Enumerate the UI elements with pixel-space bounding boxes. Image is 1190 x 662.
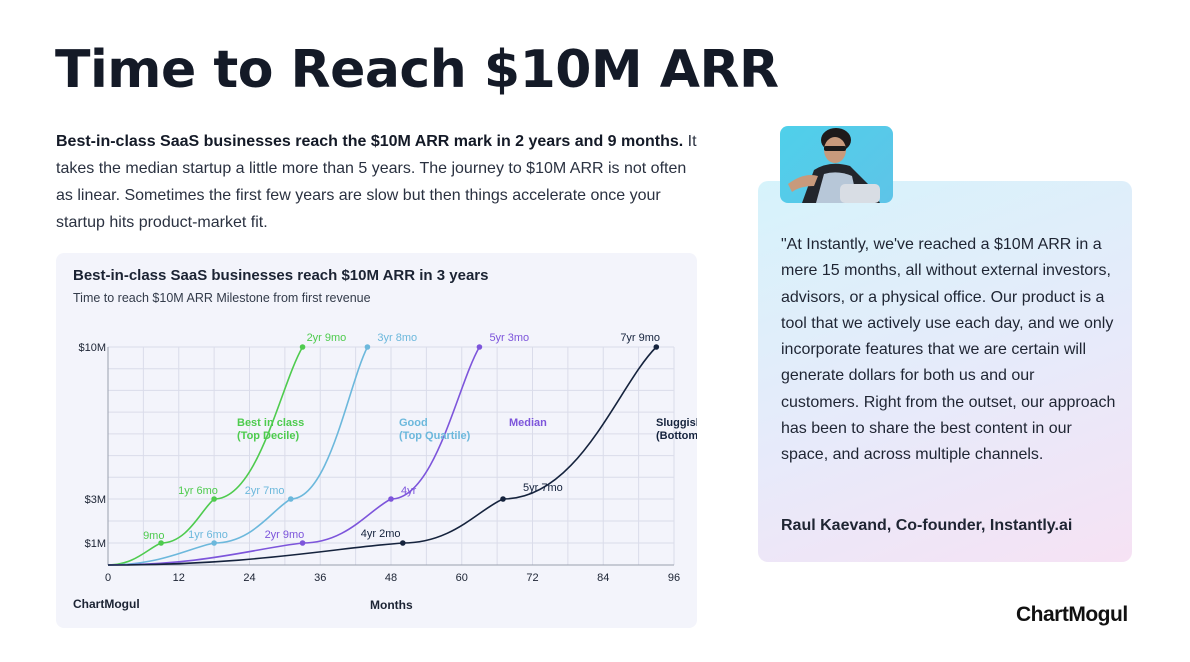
milestone-label: 3yr 8mo (377, 332, 417, 344)
chart-labels: 9mo 1yr 6mo 2yr 9mo Best in class(Top Decil… (143, 332, 697, 542)
milestone-point (211, 496, 217, 502)
page-title: Time to Reach $10M ARR (55, 40, 779, 100)
milestone-label: 2yr 9mo (307, 332, 347, 344)
x-tick-label: 84 (597, 572, 609, 584)
quote-card (758, 181, 1132, 562)
milestone-point (287, 496, 294, 502)
series-line-1 (107, 346, 369, 566)
x-tick-label: 96 (668, 572, 680, 584)
series-line-2 (107, 346, 481, 566)
series-name-label-line2: (Top Quartile) (399, 430, 471, 442)
y-tick-label: $1M (85, 538, 106, 550)
milestone-label: 7yr 9mo (620, 332, 660, 344)
quote-author: Raul Kaevand, Co-founder, Instantly.ai (781, 517, 1073, 534)
series-name-label: Median (509, 417, 547, 429)
milestone-label: 1yr 6mo (178, 485, 218, 497)
arr-line-chart: 0 12 24 36 48 60 72 84 96 $1M $3M $10M 9mo 1yr 6mo 2y… (78, 332, 697, 584)
series-name-label-line2: (Bottom Quartile) (656, 430, 697, 442)
x-tick-label: 36 (314, 572, 326, 584)
chartmogul-logo: ChartMogul (1016, 603, 1128, 626)
milestone-label: 4yr (401, 485, 417, 497)
chart-axes: 0 12 24 36 48 60 72 84 96 $1M $3M $10M (78, 342, 680, 584)
x-tick-label: 60 (456, 572, 468, 584)
intro-paragraph: Best-in-class SaaS businesses reach the … (56, 128, 706, 236)
series-line-0 (107, 346, 304, 566)
milestone-point (364, 344, 371, 350)
x-tick-label: 0 (105, 572, 111, 584)
x-tick-label: 48 (385, 572, 397, 584)
avatar (780, 126, 893, 203)
milestone-point (653, 344, 660, 350)
milestone-label: 5yr 7mo (523, 482, 563, 494)
milestone-label: 1yr 6mo (188, 529, 228, 541)
chart-card: 0 12 24 36 48 60 72 84 96 $1M $3M $10M 9mo 1yr 6mo 2y… (56, 253, 697, 628)
chart-brand-logo: ChartMogul (73, 597, 140, 611)
series-name-label: Sluggish (656, 417, 697, 429)
chart-subtitle: Time to reach $10M ARR Milestone from fi… (73, 291, 371, 305)
milestone-label: 5yr 3mo (489, 332, 529, 344)
chart-series (107, 344, 660, 566)
milestone-point (399, 540, 406, 546)
milestone-label: 2yr 7mo (245, 485, 285, 497)
x-tick-label: 12 (173, 572, 185, 584)
milestone-point (158, 540, 164, 546)
milestone-point (476, 344, 483, 350)
series-name-label: Best in class (237, 417, 304, 429)
series-line-3 (107, 346, 657, 566)
series-name-label: Good (399, 417, 428, 429)
y-tick-label: $3M (85, 494, 106, 506)
milestone-label: 2yr 9mo (265, 529, 305, 541)
x-axis-label: Months (370, 598, 413, 612)
milestone-point (388, 496, 394, 502)
milestone-point (500, 496, 506, 502)
chart-title: Best-in-class SaaS businesses reach $10M… (73, 267, 489, 284)
quote-text: "At Instantly, we've reached a $10M ARR … (781, 236, 1116, 464)
milestone-point (299, 344, 306, 350)
milestone-label: 9mo (143, 530, 164, 542)
x-tick-label: 24 (243, 572, 255, 584)
milestone-label: 4yr 2mo (361, 528, 401, 540)
intro-body: It takes the median startup a little mor… (56, 133, 697, 231)
intro-lead: Best-in-class SaaS businesses reach the … (56, 133, 684, 150)
person-photo-icon (788, 128, 880, 203)
y-tick-label: $10M (78, 342, 106, 354)
milestone-point (299, 540, 306, 546)
series-name-label-line2: (Top Decile) (237, 430, 299, 442)
x-tick-label: 72 (526, 572, 538, 584)
milestone-point (211, 540, 217, 546)
